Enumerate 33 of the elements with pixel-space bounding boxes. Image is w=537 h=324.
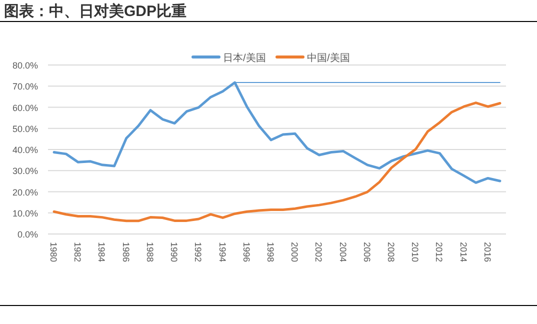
y-tick-label: 30.0%: [12, 166, 38, 176]
x-tick-label: 2014: [458, 242, 468, 262]
x-tick-label: 2000: [290, 242, 300, 262]
line-series: [52, 81, 502, 184]
x-tick-label: 1984: [96, 242, 107, 262]
x-tick-label: 1990: [169, 242, 180, 262]
x-tick-label: 1986: [120, 242, 131, 262]
y-tick-label: 0.0%: [17, 230, 38, 240]
y-tick-label: 40.0%: [12, 145, 38, 155]
x-tick-label: 2006: [362, 242, 372, 262]
x-tick-label: 1980: [48, 242, 59, 262]
y-tick-label: 70.0%: [12, 82, 38, 92]
legend-label: 中国/美国: [307, 52, 350, 64]
x-tick-label: 2010: [410, 242, 420, 262]
x-tick-label: 1996: [241, 242, 252, 262]
legend-label: 日本/美国: [223, 52, 266, 64]
x-tick-label: 2002: [314, 242, 324, 262]
x-tick-label: 1992: [193, 242, 204, 262]
y-tick-label: 10.0%: [12, 208, 38, 218]
y-tick-label: 50.0%: [12, 124, 38, 134]
x-tick-label: 1994: [217, 242, 228, 262]
x-tick-label: 2012: [434, 242, 444, 262]
line-series: [52, 102, 502, 222]
y-tick-label: 20.0%: [12, 187, 38, 198]
y-tick-label: 60.0%: [12, 102, 38, 113]
x-tick-label: 1982: [72, 242, 83, 262]
chart-title: 图表：中、日对美GDP比重: [4, 2, 187, 20]
x-tick-label: 1988: [144, 242, 155, 262]
x-tick-label: 2016: [482, 242, 492, 262]
y-tick-label: 80.0%: [12, 60, 38, 70]
x-tick-label: 2008: [386, 242, 396, 262]
x-tick-label: 1998: [265, 242, 276, 262]
x-tick-label: 2004: [338, 242, 348, 262]
